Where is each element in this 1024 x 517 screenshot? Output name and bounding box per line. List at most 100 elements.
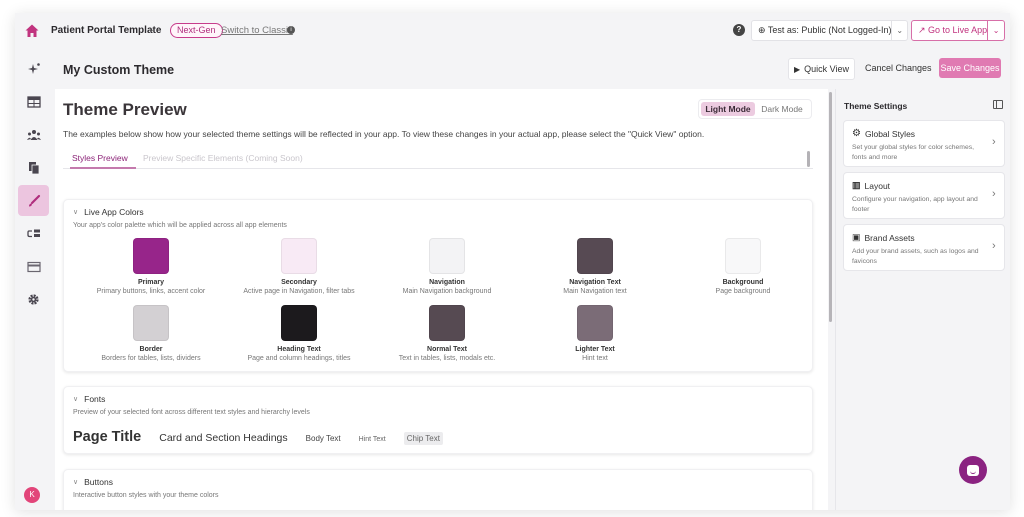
components-icon	[26, 229, 40, 237]
color-swatch[interactable]	[725, 238, 761, 274]
users-icon	[26, 129, 41, 140]
gear-icon	[28, 294, 39, 305]
top-bar: Patient Portal Template ⌄ Next-Gen Switc…	[15, 13, 1010, 49]
app-name[interactable]: Patient Portal Template	[51, 25, 162, 36]
swatch-background[interactable]: Background Page background	[673, 238, 813, 295]
image-icon: ▣	[852, 232, 861, 242]
chevron-down-icon: ∨	[73, 209, 79, 216]
swatch-navigation[interactable]: Navigation Main Navigation background	[377, 238, 517, 295]
switch-to-classic-link[interactable]: Switch to Classic	[221, 25, 293, 36]
swatch-navigation-text[interactable]: Navigation Text Main Navigation text	[525, 238, 665, 295]
test-as-dropdown[interactable]: ⊕ Test as: Public (Not Logged-In) ⌄	[751, 20, 908, 41]
color-swatch[interactable]	[133, 305, 169, 341]
page-title: My Custom Theme	[63, 63, 175, 77]
sidebar-item-tables[interactable]	[18, 86, 49, 117]
dark-mode-option[interactable]: Dark Mode	[761, 104, 803, 114]
sidebar-item-components[interactable]	[18, 218, 49, 249]
go-live-label: ↗ Go to Live App	[918, 25, 988, 35]
play-icon: ▶	[793, 64, 801, 74]
live-app-colors-card: ∨ Live App Colors Your app's color palet…	[63, 199, 813, 372]
color-swatch[interactable]	[281, 305, 317, 341]
card-header[interactable]: ∨ Live App Colors	[73, 207, 144, 217]
sidebar-item-settings[interactable]	[18, 284, 49, 315]
card-icon	[26, 261, 41, 272]
external-link-icon: ↗	[918, 25, 929, 35]
font-sample-hint: Hint Text	[358, 436, 386, 443]
sparkle-icon	[27, 62, 40, 74]
swatch-border[interactable]: Border Borders for tables, lists, divide…	[81, 305, 221, 362]
save-changes-button[interactable]: Save Changes	[939, 58, 1001, 78]
chevron-right-icon: ›	[992, 136, 996, 148]
swatch-secondary[interactable]: Secondary Active page in Navigation, fil…	[229, 238, 369, 295]
quick-view-button[interactable]: ▶ Quick View	[788, 58, 855, 80]
card-subtitle: Interactive button styles with your them…	[73, 492, 219, 499]
sidebar-item-cards[interactable]	[18, 251, 49, 282]
color-swatch[interactable]	[577, 238, 613, 274]
go-to-live-app-button[interactable]: ↗ Go to Live App ⌄	[911, 20, 1005, 41]
chevron-down-icon: ∨	[73, 479, 79, 486]
pages-icon	[28, 161, 39, 174]
layout-icon: ▥	[852, 180, 861, 190]
next-gen-badge: Next-Gen	[170, 23, 223, 38]
page-header: My Custom Theme ▶ Quick View Cancel Chan…	[55, 49, 1010, 89]
preview-tabs: Styles Preview Preview Specific Elements…	[63, 149, 813, 169]
color-swatch[interactable]	[577, 305, 613, 341]
mode-toggle: Light Mode Dark Mode	[698, 99, 812, 119]
font-sample-chip: Chip Text	[403, 432, 443, 445]
tab-preview-specific-elements: Preview Specific Elements (Coming Soon)	[143, 153, 303, 163]
color-swatch[interactable]	[429, 305, 465, 341]
app-window: Patient Portal Template ⌄ Next-Gen Switc…	[15, 13, 1010, 510]
chevron-right-icon: ›	[992, 240, 996, 252]
card-header[interactable]: ∨ Buttons	[73, 477, 113, 487]
font-sample-card-heading: Card and Section Headings	[159, 432, 288, 444]
gear-icon: ⚙	[852, 128, 861, 139]
font-sample-page-title: Page Title	[73, 429, 142, 445]
main-scrollbar[interactable]	[829, 92, 832, 322]
collapse-panel-icon[interactable]	[993, 100, 1003, 109]
color-swatch[interactable]	[133, 238, 169, 274]
buttons-card: ∨ Buttons Interactive button styles with…	[63, 469, 813, 510]
info-icon[interactable]: i	[287, 26, 295, 34]
settings-item-layout[interactable]: ▥ Layout Configure your navigation, app …	[843, 172, 1005, 219]
swatch-normal-text[interactable]: Normal Text Text in tables, lists, modal…	[377, 305, 517, 362]
sidebar-item-users[interactable]	[18, 119, 49, 150]
globe-icon: ⊕	[758, 25, 768, 35]
sidebar-item-theme[interactable]	[18, 185, 49, 216]
test-as-label: ⊕ Test as: Public (Not Logged-In)	[758, 25, 892, 35]
table-icon	[26, 95, 41, 108]
swatch-primary[interactable]: Primary Primary buttons, links, accent c…	[81, 238, 221, 295]
card-subtitle: Your app's color palette which will be a…	[73, 222, 287, 229]
chevron-down-icon[interactable]: ⌄	[891, 21, 907, 40]
sidebar-item-pages[interactable]	[18, 152, 49, 183]
theme-settings-panel: Theme Settings ⚙ Global Styles Set your …	[835, 89, 1010, 510]
font-samples: Page Title Card and Section Headings Bod…	[73, 429, 443, 445]
color-swatch[interactable]	[281, 238, 317, 274]
swatch-lighter-text[interactable]: Lighter Text Hint text	[525, 305, 665, 362]
light-mode-option[interactable]: Light Mode	[701, 102, 755, 116]
sidebar-item-ai[interactable]	[18, 53, 49, 84]
settings-item-global-styles[interactable]: ⚙ Global Styles Set your global styles f…	[843, 120, 1005, 167]
chevron-right-icon: ›	[992, 188, 996, 200]
chevron-down-icon[interactable]: ⌄	[987, 21, 1004, 40]
help-icon[interactable]: ?	[733, 24, 745, 36]
paintbrush-icon	[28, 194, 40, 206]
chevron-down-icon[interactable]: ⌄	[147, 24, 156, 35]
color-swatch[interactable]	[429, 238, 465, 274]
font-sample-body: Body Text	[305, 434, 341, 443]
theme-preview-description: The examples below show how your selecte…	[63, 129, 705, 139]
tabs-scrollbar[interactable]	[807, 151, 810, 167]
fonts-card: ∨ Fonts Preview of your selected font ac…	[63, 386, 813, 454]
theme-settings-title: Theme Settings	[844, 101, 908, 111]
chat-icon	[967, 464, 979, 476]
tab-styles-preview[interactable]: Styles Preview	[70, 153, 136, 169]
home-icon[interactable]	[24, 23, 40, 39]
user-avatar[interactable]: K	[24, 487, 40, 503]
chat-support-button[interactable]	[959, 456, 987, 484]
card-header[interactable]: ∨ Fonts	[73, 394, 106, 404]
theme-preview-title: Theme Preview	[63, 100, 187, 119]
settings-item-brand-assets[interactable]: ▣ Brand Assets Add your brand assets, su…	[843, 224, 1005, 271]
chevron-down-icon: ∨	[73, 396, 79, 403]
swatch-heading-text[interactable]: Heading Text Page and column headings, t…	[229, 305, 369, 362]
card-subtitle: Preview of your selected font across dif…	[73, 409, 310, 416]
cancel-changes-button[interactable]: Cancel Changes	[865, 63, 932, 73]
